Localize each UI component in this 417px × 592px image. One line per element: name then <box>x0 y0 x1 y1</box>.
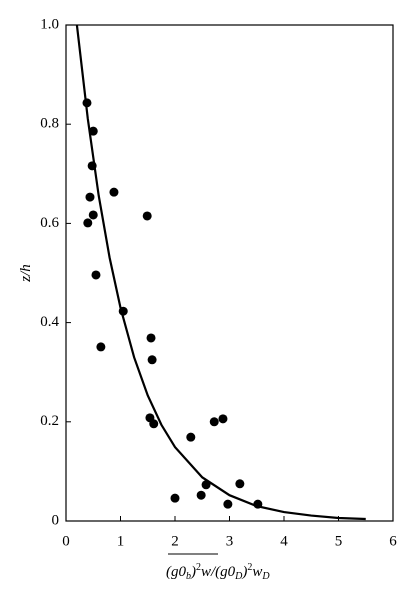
y-tick-label: 0.2 <box>40 413 59 429</box>
data-point <box>201 480 211 490</box>
x-label-part: b <box>186 571 191 582</box>
data-point <box>91 270 101 280</box>
x-label-part: w <box>252 564 262 580</box>
data-point <box>142 211 152 221</box>
x-tick-label: 1 <box>117 533 125 549</box>
data-point <box>147 355 157 365</box>
data-point <box>88 126 98 136</box>
fit-curve <box>75 24 366 521</box>
x-tick-label: 5 <box>335 533 343 549</box>
data-point <box>82 98 92 108</box>
x-tick-label: 0 <box>62 533 70 549</box>
data-point <box>235 479 245 489</box>
data-point <box>223 499 233 509</box>
x-label-part: D <box>234 571 243 582</box>
y-tick-label: 0.8 <box>40 116 59 132</box>
x-label-part: ) <box>241 564 247 580</box>
data-point <box>87 161 97 171</box>
data-point <box>253 499 263 509</box>
data-point <box>218 414 228 424</box>
data-point <box>146 333 156 343</box>
data-point <box>88 210 98 220</box>
x-label-part: w/(g0 <box>201 564 236 580</box>
x-label-part: 2 <box>196 562 201 573</box>
data-point <box>83 218 93 228</box>
data-point <box>170 493 180 503</box>
x-label-part: (g0 <box>166 564 186 580</box>
data-point <box>118 306 128 316</box>
x-tick-label: 3 <box>226 533 234 549</box>
y-tick-label: 0.4 <box>40 314 59 330</box>
data-point <box>209 417 219 427</box>
data-point <box>109 187 119 197</box>
x-label-part: ) <box>190 564 196 580</box>
x-label-part: 2 <box>247 562 252 573</box>
x-tick-label: 6 <box>389 533 397 549</box>
x-tick-label: 2 <box>171 533 179 549</box>
data-point <box>149 419 159 429</box>
data-point <box>186 432 196 442</box>
x-axis-label: (g0b)2w/(g0D)2wD <box>166 562 270 582</box>
data-point <box>85 192 95 202</box>
data-point <box>196 490 206 500</box>
y-tick-label: 0 <box>52 512 60 528</box>
x-label-part: D <box>261 571 270 582</box>
data-point <box>96 342 106 352</box>
plot-frame <box>65 24 394 522</box>
x-tick-label: 4 <box>280 533 288 549</box>
y-tick-label: 0.6 <box>40 215 59 231</box>
y-tick-label: 1.0 <box>40 16 59 32</box>
y-axis-label: z/h <box>18 264 34 283</box>
